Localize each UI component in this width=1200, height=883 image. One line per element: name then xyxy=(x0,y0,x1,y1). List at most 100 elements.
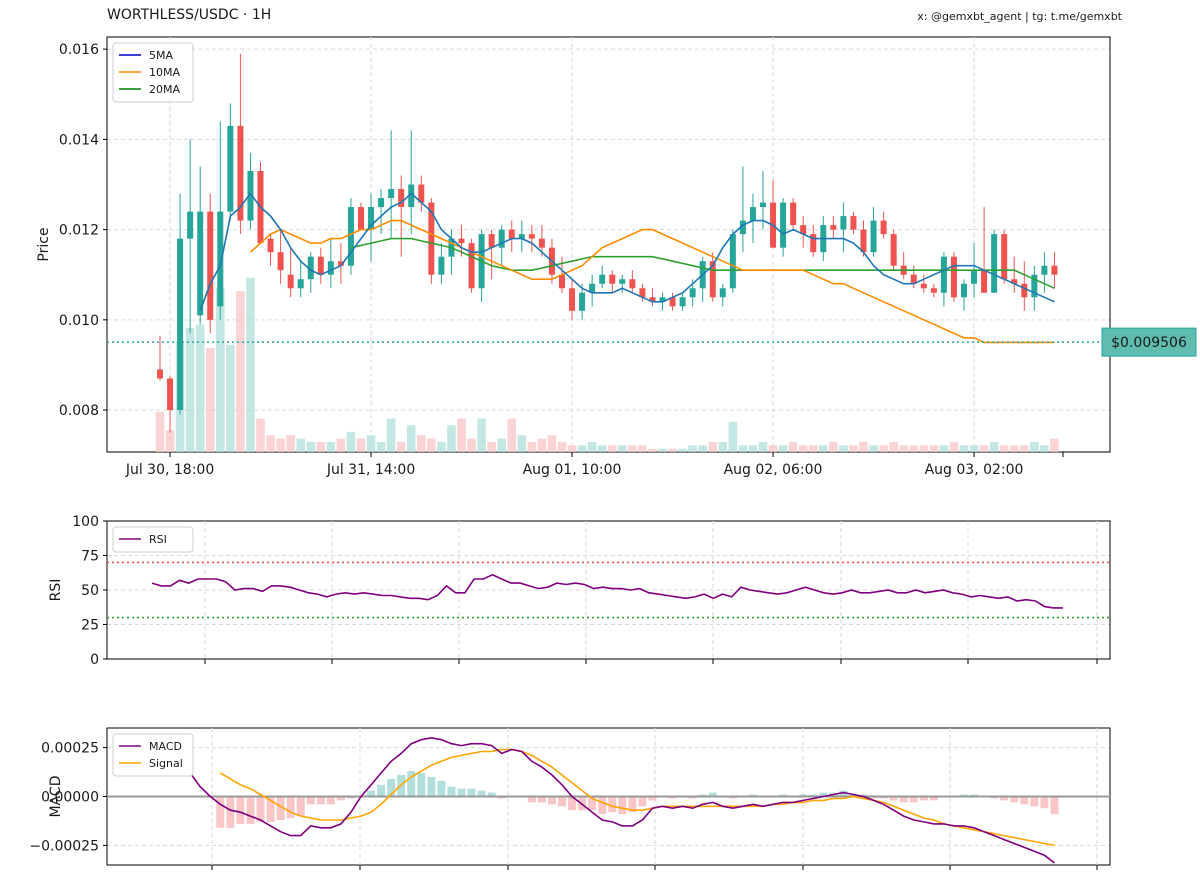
volume-bar xyxy=(276,438,285,452)
volume-bar xyxy=(527,441,537,452)
volume-bar xyxy=(597,445,607,452)
volume-bar xyxy=(899,445,908,452)
volume-bar xyxy=(517,435,527,452)
last-price-label: $0.009506 xyxy=(1111,335,1187,351)
candle-body xyxy=(830,225,837,230)
candle-body xyxy=(1011,279,1018,284)
macd-histogram-bar xyxy=(618,796,627,815)
price-ylabel: Price xyxy=(36,227,52,261)
volume-bar xyxy=(1020,445,1029,452)
volume-bar xyxy=(165,430,175,452)
macd-histogram-bar xyxy=(537,796,546,803)
candle-body xyxy=(358,207,364,230)
volume-bar xyxy=(195,324,205,452)
volume-bar xyxy=(266,435,275,452)
volume-bar xyxy=(708,441,718,452)
rsi-ytick-label: 25 xyxy=(81,618,99,634)
volume-bar xyxy=(477,418,486,452)
price-legend-label: 10MA xyxy=(149,66,180,79)
volume-bar xyxy=(607,445,617,452)
volume-bar xyxy=(668,448,677,452)
macd-histogram-bar xyxy=(1000,796,1009,801)
rsi-ylabel: RSI xyxy=(48,579,64,602)
macd-legend-box xyxy=(112,733,194,777)
volume-bar xyxy=(959,445,969,452)
volume-bar xyxy=(537,438,547,452)
volume-bar xyxy=(758,441,768,452)
volume-bar xyxy=(889,441,898,452)
macd-histogram-bar xyxy=(909,796,918,803)
volume-bar xyxy=(246,277,255,452)
volume-bar xyxy=(507,418,517,452)
candle-body xyxy=(297,279,304,289)
macd-histogram-bar xyxy=(568,796,577,811)
volume-bar xyxy=(376,441,386,452)
macd-histogram-bar xyxy=(276,796,285,820)
candle-body xyxy=(719,288,726,298)
volume-bar xyxy=(406,425,416,452)
candle-body xyxy=(167,378,174,411)
candle-body xyxy=(498,229,505,248)
candle-body xyxy=(659,297,666,302)
candle-body xyxy=(247,170,254,221)
macd-histogram-bar xyxy=(1040,796,1049,809)
price-ytick-label: 0.008 xyxy=(59,403,99,419)
macd-histogram-bar xyxy=(417,773,426,797)
ma10-line xyxy=(249,219,1055,344)
rsi-legend-box xyxy=(112,526,194,553)
volume-bar xyxy=(427,438,436,452)
price-xtick-label: Aug 02, 06:00 xyxy=(724,462,823,478)
volume-bar xyxy=(487,441,496,452)
volume-bar xyxy=(698,445,707,452)
price-panel: 0.008 0.010 0.012 0.014 0.016 Price Jul 30, 18… xyxy=(36,36,1197,478)
rsi-ytick-label: 75 xyxy=(81,549,99,565)
volume-bar xyxy=(467,438,476,452)
rsi-legend-label: RSI xyxy=(149,533,167,546)
volume-bar xyxy=(879,445,888,452)
volume-bar xyxy=(979,445,989,452)
macd-legend-label: MACD xyxy=(149,740,182,753)
volume-bar xyxy=(768,445,778,452)
price-xtick-label: Jul 31, 14:00 xyxy=(326,462,415,478)
macd-histogram-bar xyxy=(447,786,456,797)
macd-histogram-bar xyxy=(256,796,265,822)
volume-bar xyxy=(296,438,305,452)
macd-panel: −0.00025 0.00000 0.00025 MACD MACD Signal xyxy=(29,727,1111,870)
candle-body xyxy=(237,125,244,221)
macd-histogram-bar xyxy=(236,796,245,824)
candle-body xyxy=(538,238,545,248)
candle-body xyxy=(317,256,324,275)
candle-body xyxy=(227,125,234,212)
candle-body xyxy=(579,292,586,311)
candle-body xyxy=(207,211,214,320)
volume-bar xyxy=(748,445,758,452)
macd-histogram-bar xyxy=(1010,796,1019,803)
volume-bar xyxy=(798,445,808,452)
macd-histogram-bar xyxy=(387,778,396,797)
macd-histogram-bar xyxy=(477,790,486,797)
macd-histogram-bar xyxy=(487,792,496,797)
macd-histogram-bar xyxy=(839,790,848,797)
volume-bar xyxy=(829,441,838,452)
macd-histogram-bar xyxy=(226,796,235,828)
candle-body xyxy=(729,234,736,289)
volume-bar xyxy=(286,435,295,452)
volume-bar xyxy=(859,441,868,452)
macd-histogram-bar xyxy=(467,788,476,797)
macd-histogram-bar xyxy=(1020,796,1029,805)
candle-body xyxy=(870,220,877,253)
price-ytick-label: 0.012 xyxy=(59,223,99,239)
macd-histogram-bar xyxy=(929,796,938,801)
candle-body xyxy=(790,202,797,226)
candle-body xyxy=(418,184,425,203)
ma5-line xyxy=(199,192,1055,312)
candle-body xyxy=(1021,283,1028,298)
rsi-ytick-label: 0 xyxy=(90,652,99,668)
candle-body xyxy=(408,184,415,208)
macd-histogram-bar xyxy=(246,796,255,824)
macd-histogram-bar xyxy=(889,796,898,801)
candle-body xyxy=(810,234,817,253)
macd-histogram-bar xyxy=(608,796,617,813)
candle-body xyxy=(368,207,375,230)
